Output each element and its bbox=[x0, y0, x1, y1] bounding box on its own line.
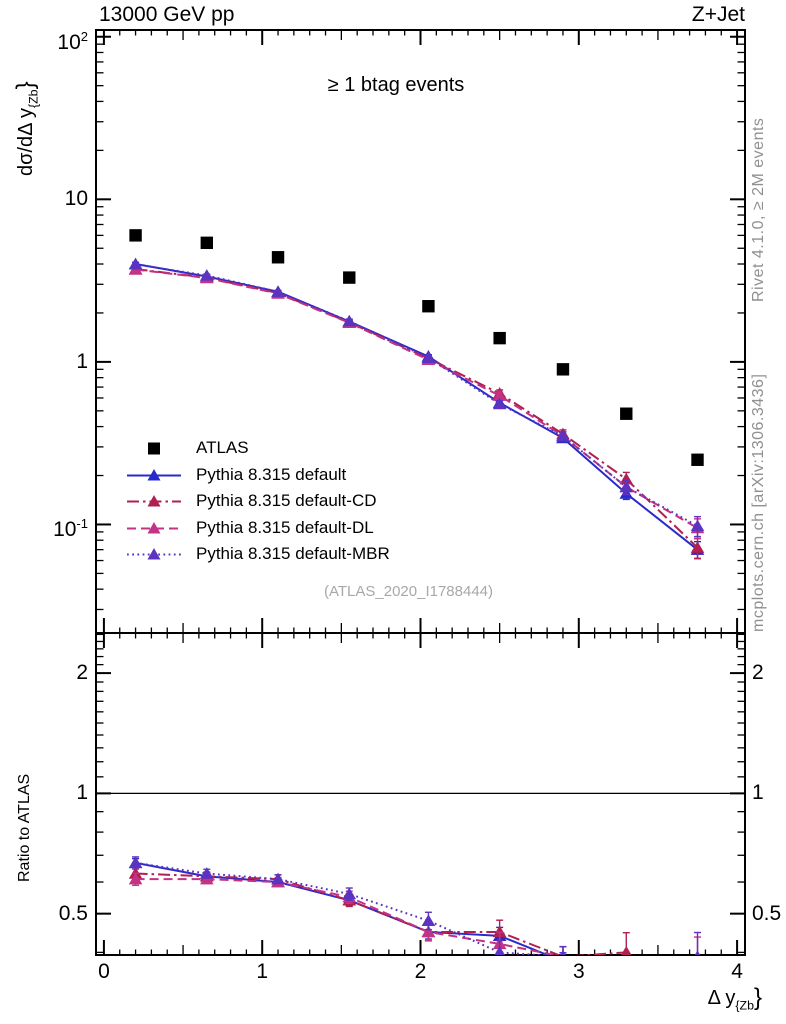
legend-label: Pythia 8.315 default-DL bbox=[196, 517, 374, 537]
x-axis-label: Δ y{Zb} bbox=[707, 984, 762, 1013]
x-tick-label: 0 bbox=[98, 960, 110, 983]
analysis-id-watermark: (ATLAS_2020_I1788444) bbox=[323, 583, 493, 600]
legend-label: Pythia 8.315 default-CD bbox=[196, 491, 377, 511]
series-pythia-8-315-default-cd-ratio bbox=[128, 866, 632, 955]
rivet-version-caption: Rivet 4.1.0, ≥ 2M events bbox=[750, 117, 767, 302]
legend-entry: Pythia 8.315 default-MBR bbox=[126, 541, 390, 568]
legend-entry: ATLAS bbox=[126, 435, 390, 462]
process-title: Z+Jet bbox=[691, 3, 745, 26]
x-tick-label: 4 bbox=[731, 960, 743, 983]
x-tick-label: 1 bbox=[256, 960, 269, 983]
ratio-tick-label-left: 2 bbox=[76, 661, 88, 685]
legend-line-marker bbox=[127, 468, 181, 481]
series-atlas bbox=[129, 229, 704, 466]
mcplots-arxiv-caption: mcplots.cern.ch [arXiv:1306.3436] bbox=[750, 373, 767, 632]
ratio-tick-label-right: 2 bbox=[752, 661, 764, 685]
x-tick-label: 2 bbox=[414, 960, 427, 983]
legend-entry: Pythia 8.315 default-DL bbox=[126, 515, 390, 542]
y-axis-label: dσ/dΔ y{Zb} bbox=[12, 81, 41, 176]
legend: ATLAS Pythia 8.315 default Pythia 8.315 de… bbox=[126, 435, 390, 568]
legend-entry: Pythia 8.315 default bbox=[126, 462, 390, 489]
series-pythia-8-315-default-ratio bbox=[128, 856, 567, 955]
selection-annotation: ≥ 1 btag events bbox=[327, 74, 465, 96]
y-tick-label: 102 bbox=[57, 28, 88, 54]
legend-label: ATLAS bbox=[196, 438, 249, 458]
legend-line-marker bbox=[127, 495, 181, 507]
legend-line-marker bbox=[127, 548, 181, 560]
ratio-tick-label-left: 1 bbox=[76, 781, 88, 805]
legend-entry: Pythia 8.315 default-CD bbox=[126, 488, 390, 515]
x-tick-label: 3 bbox=[572, 960, 585, 983]
legend-label: Pythia 8.315 default bbox=[196, 464, 347, 484]
y-tick-label: 1 bbox=[76, 349, 88, 373]
ratio-tick-label-left: 0.5 bbox=[58, 901, 88, 925]
series-pythia-8-315-default-mbr bbox=[128, 257, 705, 538]
legend-line-marker bbox=[127, 521, 181, 534]
y-tick-label: 10 bbox=[64, 187, 88, 211]
legend-square-marker bbox=[148, 442, 160, 455]
legend-label: Pythia 8.315 default-MBR bbox=[196, 544, 390, 564]
ratio-tick-label-right: 0.5 bbox=[752, 901, 782, 925]
y-tick-label: 10-1 bbox=[53, 516, 88, 542]
series-pythia-8-315-default-mbr-ratio bbox=[128, 856, 702, 955]
ratio-tick-label-right: 1 bbox=[752, 781, 764, 805]
beam-energy-title: 13000 GeV pp bbox=[99, 3, 235, 26]
